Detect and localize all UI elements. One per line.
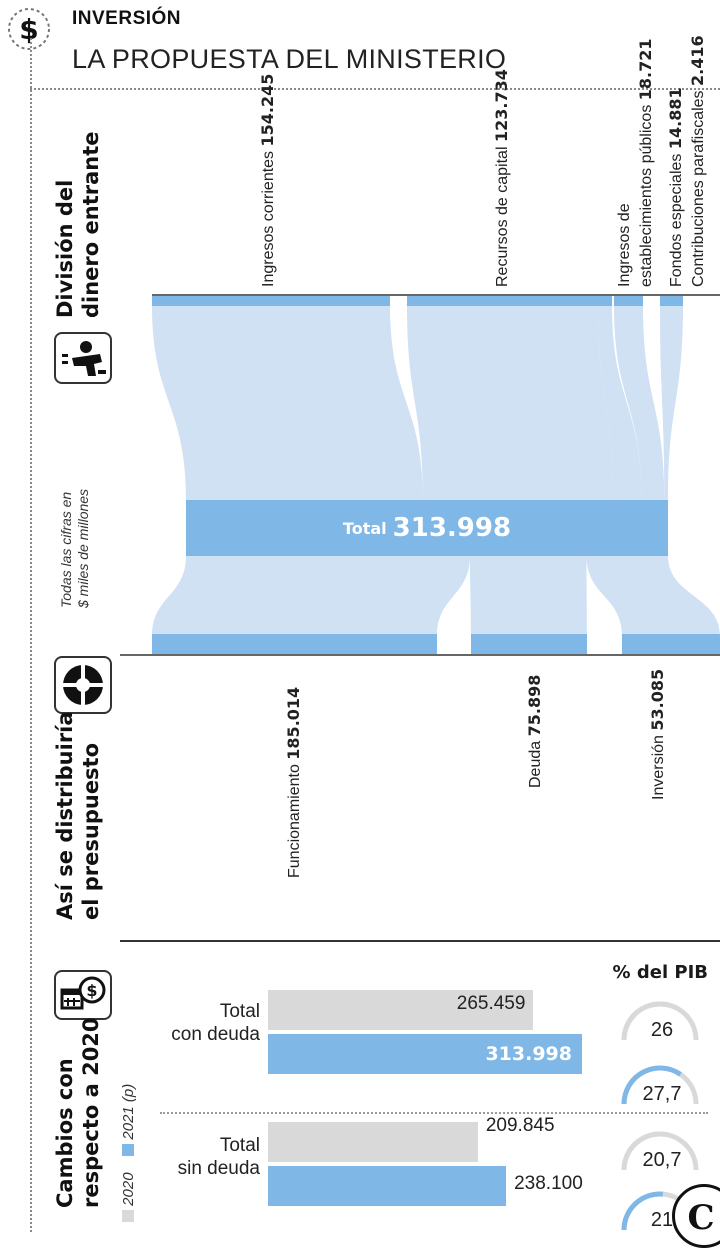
bar-value-2021: 238.100 [514,1173,583,1194]
inflow-band [660,305,683,500]
bar-2021 [268,1034,582,1074]
gauge-fill [621,1131,663,1171]
outflow-band [152,556,471,636]
inflow-bar [598,296,612,306]
inflow-bar [614,296,643,306]
row-label-con-deuda: Total con deuda [171,1001,260,1045]
total-bar [186,500,668,556]
row-label-sin-deuda: Total sin deuda [177,1135,260,1179]
inflow-band [598,305,642,500]
bar-2020 [268,1122,478,1162]
pib-gauges: 26 27,7 20,7 21 [621,1001,699,1231]
outflow-band [470,556,587,636]
svg-text:C: C [687,1198,714,1238]
svg-text:$: $ [19,13,38,46]
outflow-band [586,556,720,636]
bar-2020 [268,990,534,1030]
pie-chart-icon [54,656,112,714]
outflow-bar [471,634,587,654]
inflow-bar [152,296,390,306]
calendar-money-icon: $ [54,970,112,1020]
gauge-value: 27,7 [643,1083,682,1105]
gauge-value: 21 [651,1209,673,1231]
kicker: INVERSIÓN [72,8,182,29]
inflow-band [614,305,665,500]
dollar-icon: $ [8,8,50,50]
inflow-bar [407,296,598,306]
gauge-value: 20,7 [643,1149,682,1171]
left-dotted-rule [30,38,32,1232]
outflow-bar [622,634,720,654]
row-dotted-separator [160,1112,708,1114]
bar-value-2021: 313.998 [485,1043,572,1065]
gauge-fill [621,1191,664,1231]
gauge-fill [621,1001,678,1041]
gauge-fill [621,1065,682,1105]
svg-text:$: $ [86,981,97,1000]
sankey-total-label: Total 313.998 [342,513,512,543]
publisher-logo: C [672,1184,720,1248]
section-separator [120,940,720,942]
inflow-bar [660,296,683,306]
outflow-bar [152,634,437,654]
bar-value-2020: 265.459 [456,993,526,1014]
page-title: LA PROPUESTA DEL MINISTERIO [72,44,507,74]
inflow-band [152,305,423,500]
header-dotted-rule [30,88,720,90]
bar-value-2020: 209.845 [485,1115,555,1136]
spending-person-icon [54,332,112,384]
pib-title: % del PIB [612,962,708,983]
sankey-chart [120,294,720,656]
inflow-band [407,305,613,500]
bar-2021 [268,1166,507,1206]
gauge-value: 26 [651,1019,673,1041]
